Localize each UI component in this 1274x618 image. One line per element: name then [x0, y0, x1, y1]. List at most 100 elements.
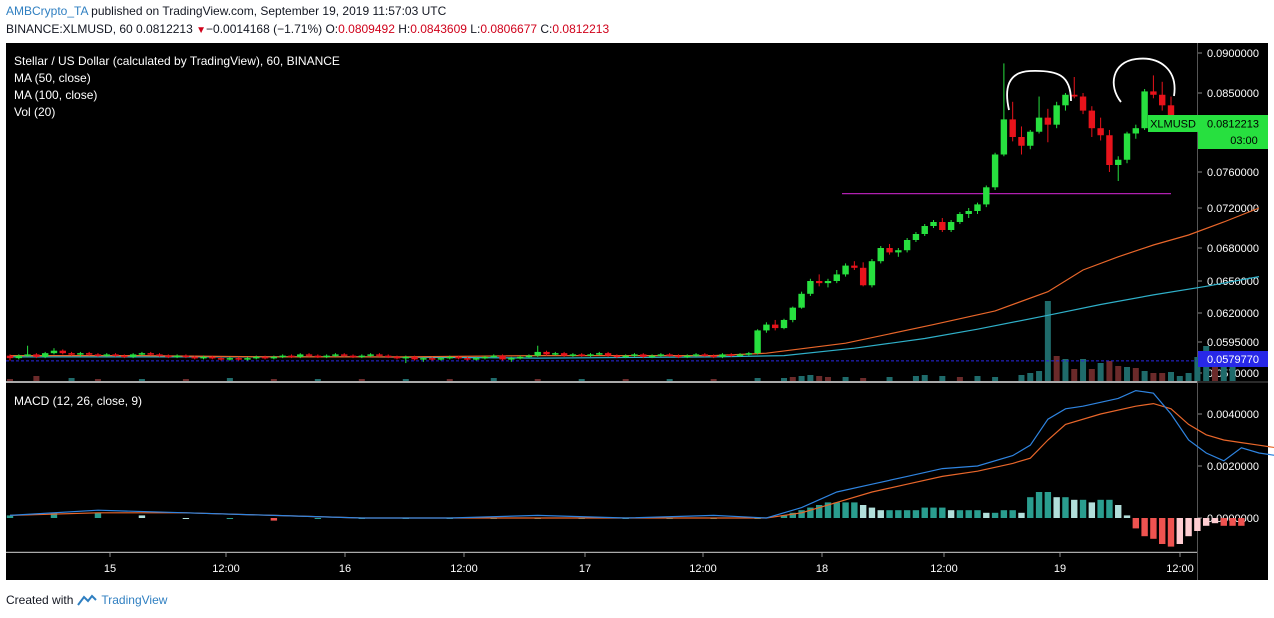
macd-hist-bar: [1044, 492, 1052, 518]
tradingview-link[interactable]: TradingView: [101, 593, 168, 607]
volume-bar: [33, 376, 40, 381]
candle-body: [437, 358, 445, 360]
candle-body: [956, 214, 964, 222]
candle-body: [675, 355, 682, 358]
volume-bar: [789, 377, 796, 381]
macd-hist-bar: [807, 507, 814, 518]
price-tick-label: 0.0680000: [1207, 243, 1259, 255]
candle-body: [903, 240, 911, 251]
time-axis-bg: [6, 553, 1197, 580]
symbol-tag: XLMUSD: [1150, 119, 1196, 131]
candle-body: [499, 355, 506, 360]
volume-bar: [1124, 367, 1131, 381]
macd-hist-bar: [226, 518, 234, 519]
macd-hist-bar: [842, 502, 849, 518]
blue-level-tag: 0.0579770: [1207, 354, 1259, 366]
candle-body: [103, 354, 110, 356]
tradingview-logo-icon: [77, 594, 98, 606]
volume-bar: [1141, 371, 1148, 381]
macd-hist-bar: [877, 510, 884, 518]
volume-bar: [816, 376, 823, 381]
time-tick-label: 12:00: [930, 563, 958, 575]
volume-bar: [974, 376, 981, 381]
candle-body: [314, 355, 322, 358]
candle-body: [297, 354, 304, 357]
candle-body: [1123, 133, 1131, 160]
time-tick-label: 12:00: [1166, 563, 1194, 575]
macd-hist-bar: [912, 510, 920, 518]
candle-body: [798, 293, 805, 308]
macd-hist-bar: [1123, 515, 1131, 518]
candle-body: [244, 358, 251, 360]
candle-body: [596, 353, 603, 355]
volume-bar: [807, 375, 814, 381]
symbol-tag-bg: [1148, 115, 1198, 132]
volume-bar: [860, 378, 867, 381]
macd-hist-bar: [903, 510, 911, 518]
macd-hist-bar: [6, 515, 14, 518]
o-value: 0.0809492: [338, 22, 395, 36]
candle-body: [121, 355, 128, 358]
candle-body: [1062, 94, 1069, 106]
volume-bar: [754, 378, 761, 381]
candle-body: [525, 355, 533, 358]
candle-body: [613, 355, 621, 358]
candle-body: [112, 354, 119, 356]
macd-hist-bar: [921, 507, 928, 518]
volume-bar: [1027, 373, 1034, 381]
macd-hist-bar: [1229, 518, 1236, 526]
legend-title: Stellar / US Dollar (calculated by Tradi…: [14, 54, 340, 68]
candle-body: [763, 324, 770, 331]
candle-body: [332, 354, 339, 356]
volume-bar: [1097, 363, 1104, 381]
macd-hist-bar: [1141, 518, 1148, 537]
legend-ma50: MA (50, close): [14, 71, 91, 85]
volume-bar: [622, 379, 629, 381]
volume-bar: [68, 378, 75, 381]
volume-bar: [710, 379, 717, 381]
candle-body: [411, 356, 418, 360]
candle-body: [701, 354, 709, 356]
candle-body: [965, 211, 972, 214]
o-label: O:: [325, 22, 339, 36]
macd-hist-bar: [868, 507, 876, 518]
macd-hist-bar: [780, 515, 788, 518]
volume-bar: [1132, 368, 1139, 381]
volume-bar: [1018, 375, 1025, 381]
candle-body: [393, 356, 401, 359]
macd-hist-bar: [815, 505, 823, 518]
macd-hist-bar: [1194, 518, 1201, 531]
candle-body: [428, 358, 436, 360]
c-label: C:: [540, 22, 553, 36]
author-link[interactable]: AMBCrypto_TA: [6, 4, 88, 18]
candle-body: [323, 355, 330, 358]
volume-bar: [1036, 371, 1043, 381]
candle-body: [560, 353, 568, 356]
footer: Created with TradingView: [6, 593, 167, 607]
candle-body: [640, 354, 647, 357]
macd-hist-bar: [1097, 499, 1104, 518]
candle-body: [983, 187, 990, 205]
macd-hist-bar: [1000, 510, 1008, 518]
candle-body: [516, 356, 524, 359]
macd-hist-bar: [1159, 518, 1166, 544]
candle-body: [217, 358, 225, 360]
candle-body: [710, 355, 717, 358]
candle-body: [895, 250, 902, 253]
candle-body: [1132, 128, 1140, 134]
candle-body: [341, 354, 348, 356]
macd-hist-bar: [1132, 518, 1140, 529]
time-tick-label: 12:00: [689, 563, 717, 575]
volume-bar: [94, 379, 101, 381]
macd-hist-bar: [983, 512, 990, 518]
macd-hist-bar: [138, 515, 146, 518]
candle-body: [772, 324, 779, 329]
macd-hist-bar: [947, 510, 955, 518]
macd-hist-bar: [1238, 518, 1245, 526]
time-tick-label: 19: [1054, 563, 1066, 575]
published-text: published on TradingView.com, September …: [91, 4, 447, 18]
candle-body: [261, 356, 269, 359]
macd-hist-bar: [1035, 492, 1043, 518]
c-value: 0.0812213: [552, 22, 610, 36]
candle-body: [226, 358, 234, 360]
